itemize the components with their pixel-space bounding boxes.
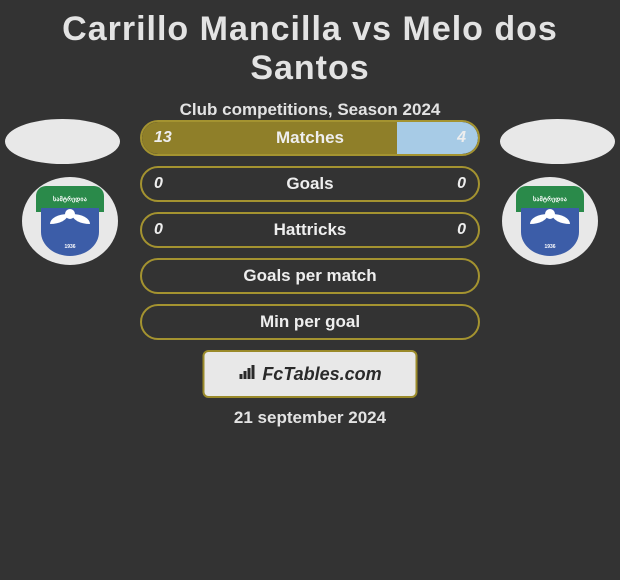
chart-icon	[238, 364, 258, 385]
player-avatar-right	[500, 119, 615, 164]
footer-date: 21 september 2024	[234, 408, 386, 428]
stat-value-left: 13	[154, 129, 172, 147]
crest-shield-right: 1936	[521, 208, 579, 256]
stat-value-left: 0	[154, 175, 163, 193]
wing-icon	[72, 214, 90, 224]
crest-year-left: 1936	[64, 244, 75, 250]
comparison-title: Carrillo Mancilla vs Melo dos Santos	[0, 0, 620, 88]
season-subtitle: Club competitions, Season 2024	[0, 100, 620, 120]
player-avatar-left	[5, 119, 120, 164]
stat-value-right: 0	[457, 175, 466, 193]
crest-shield-left: 1936	[41, 208, 99, 256]
stat-bar-left	[142, 122, 397, 154]
team-badge-left: სამტრედია 1936	[22, 177, 118, 265]
branding-label: FcTables.com	[262, 364, 381, 385]
crest-year-right: 1936	[544, 244, 555, 250]
stat-row: Min per goal	[140, 304, 480, 340]
stat-label: Goals	[286, 174, 333, 194]
crest-text-left: სამტრედია	[53, 196, 87, 203]
branding-box[interactable]: FcTables.com	[203, 350, 418, 398]
stat-row: 0 0 Hattricks	[140, 212, 480, 248]
stat-label: Matches	[276, 128, 344, 148]
crest-text-right: სამტრედია	[533, 196, 567, 203]
stat-label: Hattricks	[274, 220, 347, 240]
stat-value-right: 0	[457, 221, 466, 239]
stat-row: 13 4 Matches	[140, 120, 480, 156]
stats-container: 13 4 Matches 0 0 Goals 0 0 Hattricks Goals per ma…	[140, 120, 480, 350]
wing-icon	[552, 214, 570, 224]
stat-label: Goals per match	[243, 266, 376, 286]
stat-value-left: 0	[154, 221, 163, 239]
branding-text: FcTables.com	[238, 364, 381, 385]
crest-wings-left	[50, 212, 90, 226]
crest-right: სამტრედია 1936	[516, 186, 584, 256]
crest-wings-right	[530, 212, 570, 226]
stat-row: Goals per match	[140, 258, 480, 294]
team-badge-right: სამტრედია 1936	[502, 177, 598, 265]
stat-value-right: 4	[457, 129, 466, 147]
crest-left: სამტრედია 1936	[36, 186, 104, 256]
stat-label: Min per goal	[260, 312, 360, 332]
stat-row: 0 0 Goals	[140, 166, 480, 202]
